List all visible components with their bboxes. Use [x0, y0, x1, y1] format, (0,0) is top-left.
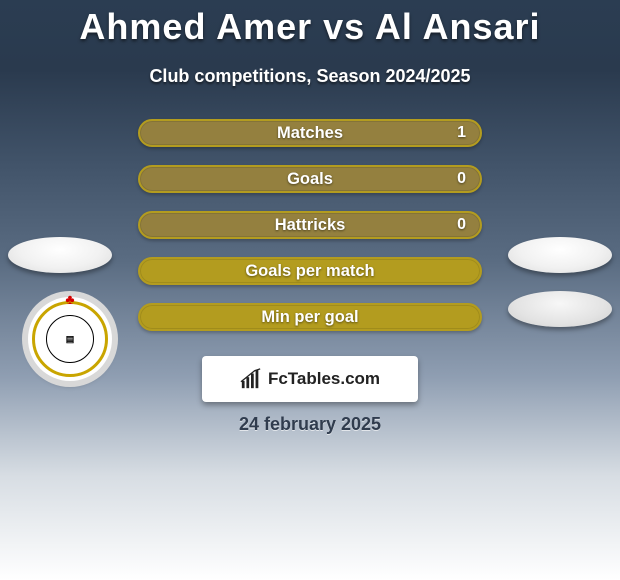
bar-chart-icon — [240, 368, 262, 390]
bar-matches: Matches 1 — [138, 119, 482, 147]
bar-goals: Goals 0 — [138, 165, 482, 193]
bar-label: Goals per match — [245, 262, 374, 281]
snapshot-date: 24 february 2025 — [0, 414, 620, 435]
page-title: Ahmed Amer vs Al Ansari — [0, 6, 620, 48]
right-player-bubble-1 — [508, 237, 612, 273]
bar-goals-per-match: Goals per match — [138, 257, 482, 285]
bar-label: Goals — [287, 170, 333, 189]
left-player-bubble — [8, 237, 112, 273]
crest-inner: ▤ — [46, 315, 94, 363]
bar-value: 0 — [457, 216, 466, 234]
bar-value: 0 — [457, 170, 466, 188]
bar-value: 1 — [457, 124, 466, 142]
bar-label: Hattricks — [275, 216, 346, 235]
brand-label: FcTables.com — [268, 369, 380, 389]
right-player-bubble-2 — [508, 291, 612, 327]
brand-card[interactable]: FcTables.com — [202, 356, 418, 402]
bar-label: Matches — [277, 124, 343, 143]
bar-min-per-goal: Min per goal — [138, 303, 482, 331]
comparison-stage: ♣ ▤ Matches 1 Goals 0 Hattricks 0 Goals … — [0, 119, 620, 369]
torch-icon: ♣ — [65, 291, 74, 307]
stat-bars: Matches 1 Goals 0 Hattricks 0 Goals per … — [138, 119, 482, 349]
left-player-crest: ♣ ▤ — [28, 297, 112, 381]
page-subtitle: Club competitions, Season 2024/2025 — [0, 66, 620, 87]
bar-label: Min per goal — [261, 308, 358, 327]
bar-hattricks: Hattricks 0 — [138, 211, 482, 239]
